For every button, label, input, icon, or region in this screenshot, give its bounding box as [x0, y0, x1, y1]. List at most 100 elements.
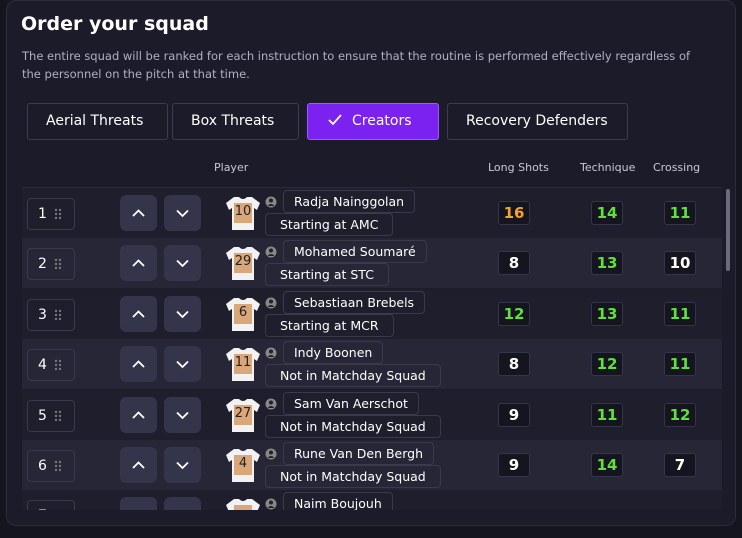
arrow-icon — [176, 461, 189, 470]
scrollbar[interactable] — [726, 189, 730, 271]
move-down-button[interactable] — [164, 295, 201, 332]
tab[interactable]: Creators — [307, 103, 439, 140]
description: The entire squad will be ranked for each… — [22, 49, 691, 81]
tab[interactable]: Recovery Defenders — [447, 103, 628, 140]
drag-handle — [54, 259, 62, 270]
arrow-icon — [176, 260, 189, 268]
move-up-button[interactable] — [120, 396, 157, 433]
table-row: 3 6 Sebastiaan Brebels Starting at MCR 12 13 1… — [22, 288, 722, 339]
move-up-button[interactable] — [120, 295, 157, 332]
stat-value: 16 — [498, 201, 530, 225]
move-down-button[interactable] — [164, 447, 201, 483]
player-status: Not in Matchday Squad — [265, 364, 441, 388]
check-icon — [328, 114, 342, 126]
stat-value: 14 — [591, 201, 623, 225]
player-icon — [265, 498, 277, 510]
player-status: Starting at AMC — [265, 213, 394, 236]
player-status: Not in Matchday Squad — [265, 465, 441, 488]
tab-label: Creators — [352, 113, 412, 129]
shirt-number: 6 — [238, 304, 248, 320]
rank-box[interactable]: 4 — [27, 349, 75, 382]
stat-value: 8 — [498, 352, 530, 377]
move-up-button[interactable] — [120, 245, 157, 282]
title: Order your squad — [21, 13, 209, 35]
shirt-number: 4 — [238, 456, 248, 471]
player-name[interactable]: Radja Nainggolan — [283, 190, 416, 213]
stat-value: 11 — [664, 352, 696, 377]
column-header: Player — [214, 161, 249, 174]
arrow-icon — [176, 209, 189, 218]
shirt: 29 — [225, 245, 261, 281]
rank: 3 — [38, 306, 47, 323]
rank-box[interactable]: 3 — [27, 298, 75, 331]
shirt: 10 — [225, 195, 261, 231]
stat-value: 10 — [664, 251, 696, 276]
player-name[interactable]: Indy Boonen — [283, 341, 384, 365]
player-status: Starting at STC — [265, 263, 389, 287]
player-name[interactable]: Naim Boujouh — [283, 492, 393, 510]
table-body: 1 10 Radja Nainggolan Starting at AMC 16 14 11… — [22, 187, 722, 510]
arrow-icon — [120, 497, 157, 510]
rank-box[interactable]: 1 — [27, 198, 75, 230]
shirt: 27 — [225, 397, 261, 433]
tab[interactable]: Aerial Threats — [27, 103, 168, 140]
rank-box[interactable]: 5 — [27, 399, 75, 432]
rank: 7 — [38, 508, 47, 510]
table-row: 7 Naim Boujouh — [22, 490, 722, 510]
shirt-number: 29 — [234, 254, 252, 270]
arrow-icon — [176, 411, 189, 419]
move-down-button[interactable] — [164, 195, 201, 231]
move-down-button[interactable] — [164, 396, 201, 433]
rank-box[interactable]: 2 — [27, 248, 75, 281]
shirt-icon — [226, 297, 260, 331]
rank: 5 — [38, 407, 47, 424]
shirt — [225, 497, 261, 510]
move-up-button[interactable] — [120, 195, 157, 231]
arrow-icon — [176, 310, 189, 319]
stat-value: 11 — [591, 402, 623, 427]
shirt-icon — [226, 449, 260, 482]
rank-box[interactable]: 6 — [27, 450, 75, 482]
drag-handle — [54, 208, 62, 220]
arrow-icon — [132, 461, 145, 469]
stat-value: 7 — [664, 453, 696, 477]
tab[interactable]: Box Threats — [172, 103, 299, 140]
player-name[interactable]: Sam Van Aerschot — [283, 391, 419, 415]
table-row: 2 29 Mohamed Soumaré Starting at STC 8 13 10 — [22, 238, 722, 289]
move-up-button[interactable] — [120, 447, 157, 483]
shirt: 6 — [225, 296, 261, 332]
table-row: 5 27 Sam Van Aerschot Not in Matchday Squad… — [22, 389, 722, 440]
player-icon — [265, 246, 277, 258]
table-row: 1 10 Radja Nainggolan Starting at AMC 16 14 11 — [22, 188, 722, 238]
panel: Order your squad The entire squad will b… — [6, 0, 736, 526]
shirt-icon — [226, 247, 260, 281]
table-row: 6 4 Rune Van Den Bergh Not in Matchday Squa… — [22, 440, 722, 490]
shirt-number: 27 — [234, 405, 252, 421]
player-name[interactable]: Sebastiaan Brebels — [283, 290, 426, 314]
arrow-icon — [132, 310, 145, 318]
player-name[interactable]: Rune Van Den Bergh — [283, 442, 435, 465]
move-up-button[interactable] — [120, 346, 157, 383]
move-down-button[interactable] — [164, 245, 201, 282]
rank-box[interactable]: 7 — [27, 500, 75, 510]
arrow-icon — [132, 259, 145, 268]
column-header: Technique — [580, 161, 636, 174]
stat-value: 13 — [591, 301, 623, 326]
shirt: 11 — [225, 346, 261, 382]
player-name[interactable]: Mohamed Soumaré — [283, 240, 427, 264]
table-row: 4 11 Indy Boonen Not in Matchday Squad 8 12 11 — [22, 339, 722, 390]
tab-label: Aerial Threats — [46, 113, 144, 129]
player-icon — [265, 398, 277, 410]
arrow-icon — [132, 209, 145, 217]
move-down-button[interactable] — [164, 497, 201, 510]
arrow-icon — [176, 361, 189, 369]
tab-label: Recovery Defenders — [466, 113, 608, 129]
player-icon — [265, 347, 277, 359]
stat-value: 9 — [498, 402, 530, 427]
move-down-button[interactable] — [164, 346, 201, 383]
column-header: Crossing — [653, 161, 701, 174]
player-icon — [265, 297, 277, 309]
stat-value: 13 — [591, 251, 623, 276]
rank: 6 — [38, 458, 47, 474]
move-up-button[interactable] — [120, 497, 157, 510]
